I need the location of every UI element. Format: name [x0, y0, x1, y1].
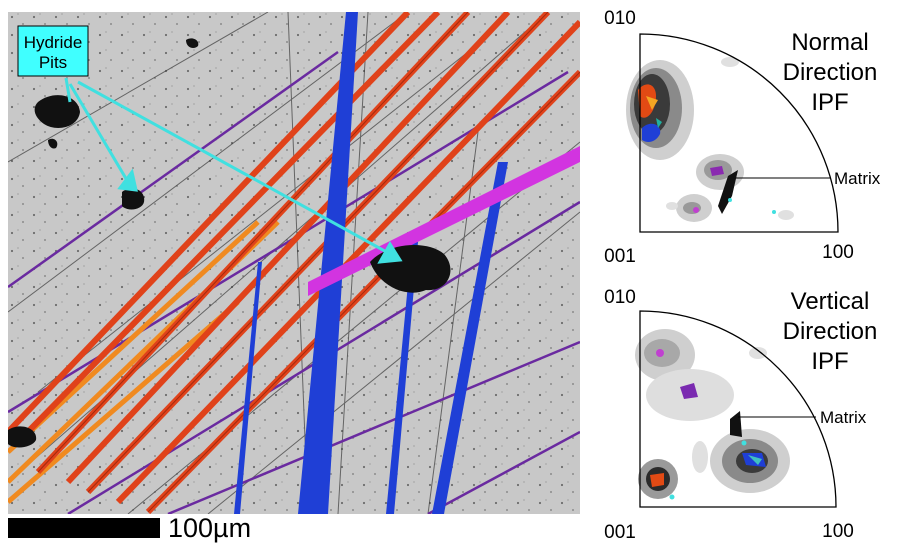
- ipf-normal-corner-right: 100: [822, 242, 854, 263]
- ipf-vertical-corner-right: 100: [822, 521, 854, 542]
- ipf-normal-matrix-label: Matrix: [834, 169, 881, 188]
- ipf-normal-title-3: IPF: [811, 89, 848, 116]
- ipf-vertical-title-1: Vertical: [791, 288, 870, 315]
- ipf-vertical-title-3: IPF: [811, 348, 848, 375]
- ipf-vertical-title-2: Direction: [783, 318, 878, 345]
- ipf-normal-corner-left: 001: [604, 246, 636, 267]
- callout-line-1: Hydride: [24, 33, 83, 52]
- scale-bar: [8, 518, 160, 538]
- ipf-normal-title-2: Direction: [783, 59, 878, 86]
- ipf-normal-title-1: Normal: [791, 29, 868, 56]
- scale-bar-label: 100µm: [168, 513, 252, 543]
- ipf-vertical-corner-top: 010: [604, 287, 636, 308]
- ipf-vertical-orientation-points: [650, 349, 766, 500]
- ipf-normal-orientation-points: [638, 84, 776, 214]
- callout-line-2: Pits: [39, 53, 67, 72]
- ipf-normal-corner-top: 010: [604, 8, 636, 29]
- hydride-pits-callout: Hydride Pits: [17, 25, 89, 77]
- micrograph-image: Hydride Pits: [8, 12, 580, 514]
- ipf-vertical-triangle: [639, 310, 837, 508]
- ipf-vertical-direction: 010 Vertical Direction IPF Matrix 001 10…: [604, 287, 878, 543]
- ipf-vertical-corner-left: 001: [604, 522, 636, 543]
- callout-arrows: [64, 77, 403, 264]
- ipf-normal-direction: 010 Normal Direction IPF Matrix 001 100: [604, 8, 881, 267]
- ipf-vertical-matrix-label: Matrix: [820, 408, 867, 427]
- blue-bands: [234, 12, 508, 514]
- ipf-normal-triangle: [639, 33, 839, 233]
